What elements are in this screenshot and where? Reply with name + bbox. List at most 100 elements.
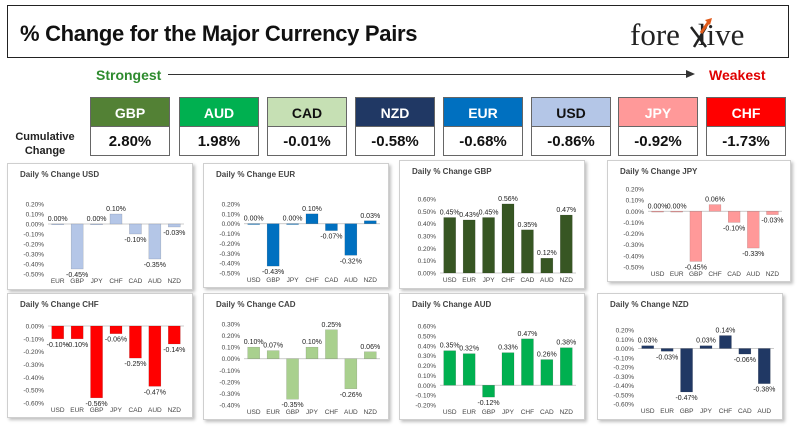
bar-usd [51,325,64,340]
data-label: -0.43% [262,269,284,276]
bar-jpy [501,352,515,386]
x-tick-label: EUR [70,407,84,414]
data-label: 0.56% [498,196,518,203]
bar-cad [521,229,534,274]
bar-jpy [699,345,713,349]
chart-title: Daily % Change CHF [20,300,99,309]
y-tick-label: 0.20% [418,363,437,370]
bar-nzd [168,325,181,345]
chart-panel-chf: Daily % Change CHF 0.00% -0.10% -0.20% -0.30… [7,293,193,418]
data-label: -0.07% [320,234,342,241]
currency-name: EUR [443,97,523,127]
y-tick-label: 0.10% [222,345,241,352]
data-label: 0.45% [479,210,499,217]
x-tick-label: AUD [344,409,358,416]
bar-chf [708,204,722,212]
y-tick-label: 0.30% [222,322,241,329]
y-tick-label: -0.50% [23,272,44,279]
chart-svg: Daily % Change CHF0.00%-0.10%-0.20%-0.30… [20,300,185,414]
currency-name: AUD [179,97,259,127]
data-label: -0.03% [163,230,185,237]
x-tick-label: AUD [148,278,162,285]
y-tick-label: 0.20% [222,333,241,340]
x-tick-label: CAD [727,271,741,278]
currency-name: USD [531,97,611,127]
x-tick-label: CHF [719,408,732,415]
y-tick-label: 0.00% [626,209,645,216]
x-tick-label: NZD [560,277,574,284]
y-tick-label: -0.30% [623,242,644,249]
bar-gbp [266,223,280,267]
x-tick-label: CAD [738,408,752,415]
x-tick-label: GBP [70,278,84,285]
y-tick-label: -0.20% [613,365,634,372]
chart-svg: Daily % Change CAD0.30%0.20%0.10%0.00%-0… [216,300,380,416]
bar-eur [670,211,683,213]
currency-name: CHF [706,97,786,127]
bar-cad [129,223,142,235]
chart-title: Daily % Change EUR [216,170,295,179]
bar-eur [462,219,476,274]
x-tick-label: USD [247,277,261,284]
data-label: 0.00% [283,216,303,223]
bar-usd [247,346,260,359]
page-title: % Change for the Major Currency Pairs [20,21,418,46]
y-tick-label: 0.20% [418,246,437,253]
x-tick-label: NZD [364,409,378,416]
chart-title: Daily % Change CAD [216,300,296,309]
bar-cad [728,211,741,223]
data-label: -0.03% [656,354,678,361]
y-tick-label: -0.40% [23,375,44,382]
y-tick-label: 0.30% [418,353,437,360]
y-tick-label: -0.10% [415,393,436,400]
y-tick-label: 0.10% [418,258,437,265]
bar-aud [758,348,771,384]
x-tick-label: CHF [521,409,534,416]
currency-cumulative-value: 2.80% [90,127,170,156]
x-tick-label: NZD [168,407,182,414]
strongest-label: Strongest [96,67,162,83]
x-tick-label: AUD [746,271,760,278]
y-tick-label: 0.00% [616,346,635,353]
x-tick-label: USD [51,407,65,414]
data-label: 0.10% [302,206,322,213]
y-tick-label: 0.10% [222,211,241,218]
currency-box-gbp: GBP 2.80% [90,97,170,157]
chart-svg: Daily % Change GBP 0.60% 0.50% 0.40% 0.30% 0.… [412,167,576,284]
data-label: 0.00% [48,216,68,223]
weakest-label: Weakest [709,67,766,83]
y-tick-label: 0.00% [26,324,45,331]
chart-panel-gbp: Daily % Change GBP 0.60% 0.50% 0.40% 0.30% 0.… [399,160,585,289]
y-tick-label: -0.60% [23,401,44,408]
x-tick-label: CAD [521,277,535,284]
chart-title: Daily % Change USD [20,170,99,179]
currency-name: JPY [618,97,698,127]
data-label: -0.32% [340,258,362,265]
y-tick-label: 0.00% [418,383,437,390]
y-tick-label: -0.20% [219,379,240,386]
bar-cad [738,348,752,355]
y-tick-label: 0.20% [26,202,45,209]
data-label: -0.47% [144,389,166,396]
x-tick-label: NZD [168,278,182,285]
data-label: 0.43% [459,212,479,219]
cumulative-change-label: Cumulative Change [15,131,75,157]
data-label: 0.45% [440,210,460,217]
bar-nzd [168,223,181,228]
strength-arrow-line [168,74,688,75]
x-tick-label: EUR [462,277,476,284]
bar-aud [148,223,162,260]
bar-chf [501,203,515,274]
x-tick-label: AUD [540,277,554,284]
data-label: 0.35% [440,343,460,350]
currency-box-chf: CHF -1.73% [706,97,786,157]
bar-usd [443,217,456,274]
chart-svg: Daily % Change EUR0.20%0.10%0.00%-0.10%-… [216,170,380,284]
y-tick-label: -0.30% [219,391,240,398]
data-label: 0.33% [498,345,518,352]
currency-cumulative-value: -0.01% [267,127,347,156]
currency-box-usd: USD -0.86% [531,97,611,157]
bar-gbp [482,385,495,398]
y-tick-label: -0.10% [23,232,44,239]
bar-gbp [680,348,693,393]
